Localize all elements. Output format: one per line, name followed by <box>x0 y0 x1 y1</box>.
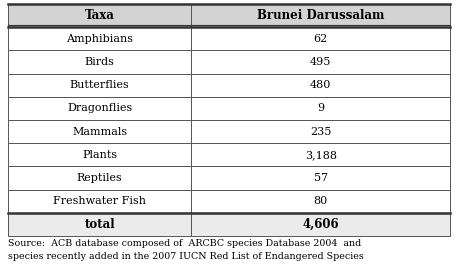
Bar <box>191 4 450 27</box>
Text: Reptiles: Reptiles <box>77 173 123 183</box>
Bar <box>191 143 450 166</box>
Text: Dragonflies: Dragonflies <box>67 103 132 113</box>
Text: 62: 62 <box>314 34 328 44</box>
Text: 57: 57 <box>314 173 328 183</box>
Text: Taxa: Taxa <box>85 9 114 22</box>
Text: Plants: Plants <box>82 150 117 160</box>
Bar <box>191 213 450 236</box>
Bar <box>8 166 191 190</box>
Bar <box>191 74 450 97</box>
Bar <box>8 27 191 50</box>
Bar <box>191 120 450 143</box>
Bar <box>8 213 191 236</box>
Bar <box>8 50 191 74</box>
Bar <box>191 27 450 50</box>
Text: 80: 80 <box>314 196 328 206</box>
Bar <box>191 97 450 120</box>
Text: Mammals: Mammals <box>72 127 127 137</box>
Text: 495: 495 <box>310 57 332 67</box>
Text: Brunei Darussalam: Brunei Darussalam <box>257 9 384 22</box>
Bar <box>8 190 191 213</box>
Bar <box>8 97 191 120</box>
Bar <box>191 166 450 190</box>
Text: 9: 9 <box>317 103 324 113</box>
Text: 235: 235 <box>310 127 332 137</box>
Bar <box>8 143 191 166</box>
Bar <box>191 190 450 213</box>
Bar <box>8 74 191 97</box>
Text: Butterflies: Butterflies <box>70 80 130 90</box>
Text: 3,188: 3,188 <box>305 150 337 160</box>
Bar <box>8 4 191 27</box>
Text: Amphibians: Amphibians <box>66 34 133 44</box>
Bar <box>8 120 191 143</box>
Text: Source:  ACB database composed of  ARCBC species Database 2004  and: Source: ACB database composed of ARCBC s… <box>8 239 361 248</box>
Text: Birds: Birds <box>85 57 114 67</box>
Text: 4,606: 4,606 <box>302 218 339 231</box>
Text: 480: 480 <box>310 80 332 90</box>
Text: Freshwater Fish: Freshwater Fish <box>53 196 146 206</box>
Text: species recently added in the 2007 IUCN Red List of Endangered Species: species recently added in the 2007 IUCN … <box>8 252 364 261</box>
Text: total: total <box>84 218 115 231</box>
Bar <box>191 50 450 74</box>
